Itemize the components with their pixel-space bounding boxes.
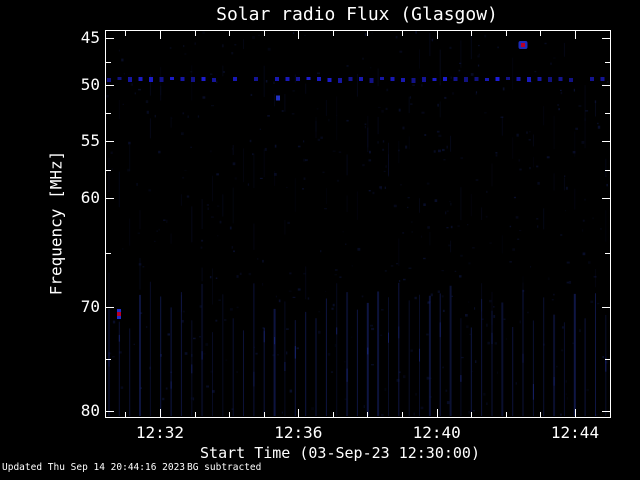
interference-dotted-line xyxy=(107,77,605,83)
burst-dot xyxy=(276,95,281,101)
axes-box xyxy=(105,30,611,418)
x-axis-title: Start Time (03-Sep-23 12:30:00) xyxy=(200,444,480,462)
burst-stack-core xyxy=(116,312,121,317)
burst-stack-bottom xyxy=(116,316,121,320)
background-noise-layer xyxy=(106,31,609,417)
x-tick-label: 12:36 xyxy=(274,423,323,442)
y-tick-label: 55 xyxy=(80,130,100,150)
y-tick-label: 45 xyxy=(80,28,100,47)
bg-subtracted-note: BG subtracted xyxy=(187,462,262,473)
y-tick-label: 70 xyxy=(80,297,100,316)
burst-markers xyxy=(116,41,528,320)
y-tick-label: 80 xyxy=(80,401,100,420)
burst-stack-top xyxy=(116,309,121,313)
x-tick-label: 12:40 xyxy=(412,423,461,442)
y-tick-label: 60 xyxy=(80,187,100,207)
x-tick-label: 12:44 xyxy=(550,423,600,442)
chart-title: Solar radio Flux (Glasgow) xyxy=(216,4,498,25)
vertical-striping-layer xyxy=(108,281,607,416)
y-axis-title: Frequency [MHz] xyxy=(46,150,66,296)
x-tick-label: 12:32 xyxy=(135,423,185,442)
updated-timestamp: Updated Thu Sep 14 20:44:16 2023 xyxy=(2,462,186,473)
y-tick-label: 50 xyxy=(80,75,100,95)
burst-core xyxy=(520,43,525,48)
